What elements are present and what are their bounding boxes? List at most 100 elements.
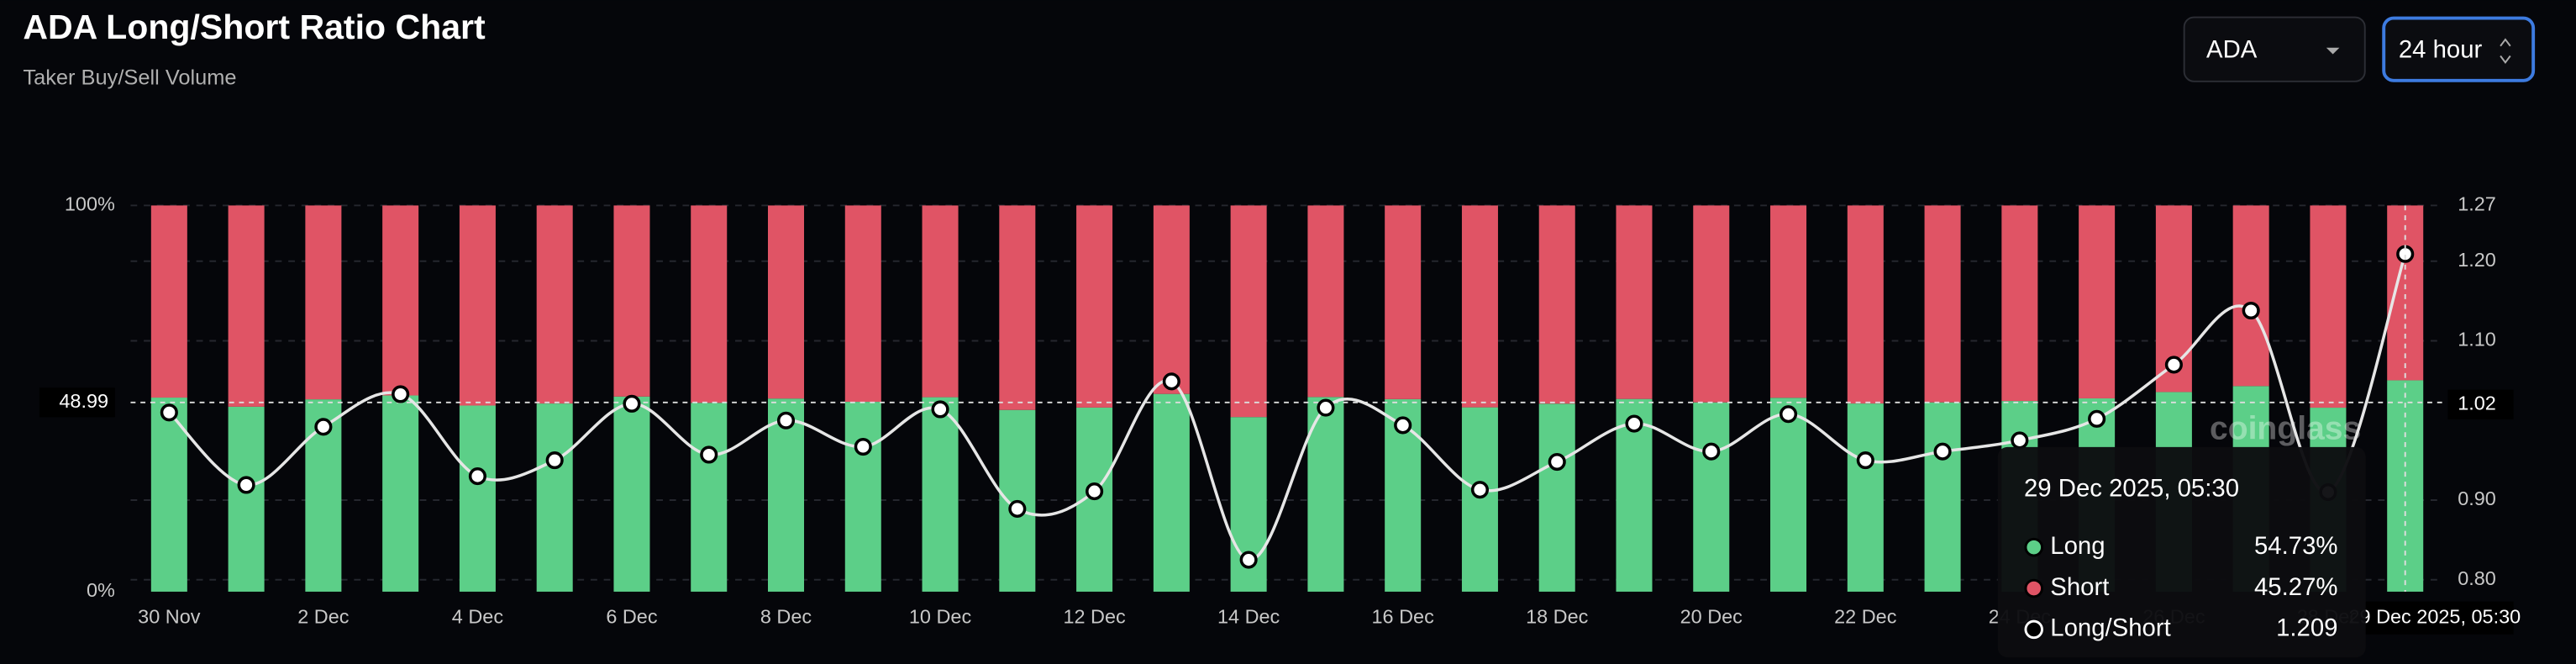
ratio-point [854,437,872,456]
ratio-point [2088,409,2106,428]
reference-label: 48.99 [59,390,108,412]
crosshair-label: 29 Dec 2025, 05:30 [2348,605,2521,627]
tooltip-box [1997,446,2366,658]
ratio-point [1548,452,1566,472]
short-bar [999,205,1036,410]
crosshair-label-box [2355,601,2514,635]
long-bar [459,405,496,592]
ratio-point [623,394,641,413]
short-bar [1153,205,1190,394]
ratio-point [931,400,949,419]
long-bar [150,398,187,592]
title: ADA Long/Short Ratio Chart [23,8,486,46]
ratio-point [1239,551,1258,569]
plot: 0.80 0.90 1.10 1.20 1.27 0% 100% 30 Nov 2 Dec 4 D… [39,193,2521,658]
x-tick-label: 4 Dec [452,605,504,627]
short-bar [459,205,496,406]
long-bar [1461,407,1498,592]
ratio-point [392,385,410,403]
short-bar [228,205,265,407]
y2-tick-label: 0.80 [2458,567,2496,589]
ratio-point [2011,431,2029,450]
long-bar [691,403,728,592]
ratio-point [545,451,564,470]
ratio-point [2164,356,2183,374]
short-bar [1385,205,1422,399]
x-tick-label: 20 Dec [1680,605,1743,627]
short-bar [305,205,342,400]
short-bar [150,205,187,398]
long-bar [922,397,959,592]
reference-label: 1.02 [2458,393,2496,414]
tooltip-title: 29 Dec 2025, 05:30 [2024,474,2239,502]
coin-select-label[interactable]: ADA [2206,35,2258,63]
tooltip-series-name: Long [2050,532,2105,560]
long-bar [767,398,805,592]
long-bar [844,402,881,592]
y2-tick-label: 1.10 [2458,329,2496,350]
short-bar [691,205,728,403]
ratio-point [2242,301,2260,320]
tooltip-series-name: Long/Short [2050,614,2171,642]
x-tick-label: 18 Dec [1526,605,1589,627]
x-tick-label: 12 Dec [1063,605,1126,627]
y2-tick-label: 1.20 [2458,249,2496,271]
ratio-point [1394,416,1412,435]
long-bar [1538,403,1575,592]
x-tick-label: 6 Dec [606,605,658,627]
ratio-point [1779,405,1798,424]
subtitle: Taker Buy/Sell Volume [23,66,236,90]
reference-label-box [39,387,115,418]
ratio-point [1470,481,1490,499]
ratio-point [160,403,178,422]
short-bar [2387,205,2424,381]
short-bar [1770,205,1807,398]
long-bar [613,396,650,592]
y2-tick-label: 0.90 [2458,487,2496,509]
short-bar [1461,205,1498,408]
short-bar [1847,205,1884,404]
x-tick-label: 30 Nov [138,605,201,627]
ratio-point [700,445,718,464]
x-tick-label: 14 Dec [1217,605,1280,627]
tooltip-value: 45.27% [2254,573,2337,601]
ratio-point [1702,442,1721,461]
ratio-point [314,418,333,436]
coin-select[interactable]: ADA [2183,16,2366,82]
tooltip-swatch [2024,537,2043,557]
short-bar [1693,205,1730,403]
short-bar [1924,205,1961,403]
long-bar [1847,403,1884,592]
ratio-point [1933,442,1952,461]
x-tick-label: 10 Dec [909,605,972,627]
reference-label-box [2447,389,2514,419]
short-bar [1616,205,1653,399]
short-bar [2310,205,2347,408]
ratio-point [1008,499,1027,518]
watermark: coinglass [2210,411,2361,447]
short-bar [536,205,573,404]
interval-select-label[interactable]: 24 hour [2399,35,2483,63]
tooltip-swatch [2024,619,2043,640]
ratio-point [1317,398,1335,417]
long-bar [1770,398,1807,592]
short-bar [1076,205,1113,408]
ratio-point [1162,372,1180,391]
y-tick-label: 0% [87,579,115,601]
ratio-point [1625,414,1643,433]
x-tick-label: 16 Dec [1372,605,1435,627]
x-tick-label: 22 Dec [1834,605,1897,627]
long-bar [1307,397,1344,592]
ratio-point [776,411,796,429]
tooltip-value: 54.73% [2254,532,2337,560]
short-bar [382,205,419,396]
interval-select[interactable]: 24 hour [2382,16,2536,82]
short-bar [844,205,881,403]
short-bar [1538,205,1575,404]
tooltip-swatch [2024,578,2043,598]
x-tick-label: 2 Dec [297,605,350,627]
long-bar [382,395,419,592]
long-bar [1153,393,1190,592]
